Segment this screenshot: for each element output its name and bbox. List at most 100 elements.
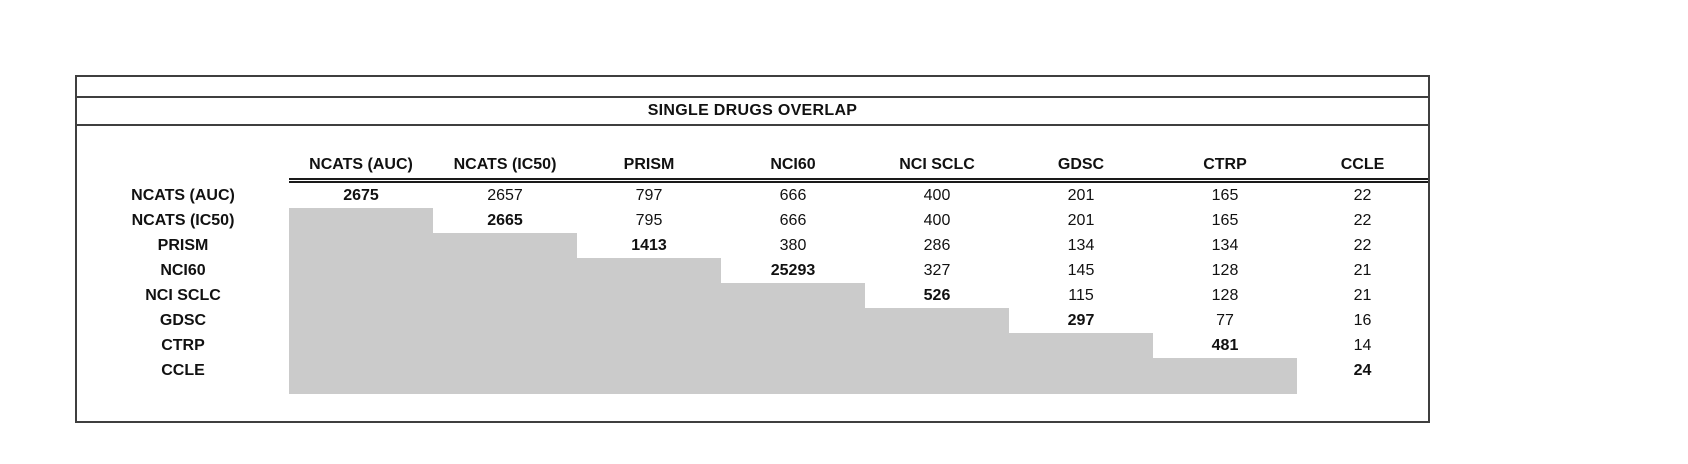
column-header-ncats-auc: NCATS (AUC) bbox=[289, 152, 433, 183]
matrix-cell-ncats-auc-ctrp: 165 bbox=[1211, 187, 1239, 204]
row-label-ncats-auc: NCATS (AUC) bbox=[131, 187, 235, 204]
row-label-prism: PRISM bbox=[157, 237, 209, 254]
matrix-row-nci-sclc: NCI SCLC 526 115 128 21 bbox=[77, 283, 1428, 308]
row-label-gdsc: GDSC bbox=[159, 312, 207, 329]
matrix-cell-ncats-ic50-ccle: 22 bbox=[1353, 212, 1372, 229]
matrix-cell-ctrp-prism bbox=[577, 333, 721, 358]
matrix-cell-gdsc-ctrp: 77 bbox=[1216, 312, 1234, 329]
matrix-cell-nci60-nci60: 25293 bbox=[770, 262, 816, 279]
matrix-cell-gdsc-ncats-auc bbox=[289, 308, 433, 333]
filler-cell-nci60 bbox=[721, 383, 865, 394]
matrix-cell-prism-prism: 1413 bbox=[631, 237, 667, 254]
row-label-nci-sclc: NCI SCLC bbox=[145, 287, 221, 304]
matrix-cell-ncats-ic50-gdsc: 201 bbox=[1067, 212, 1095, 229]
matrix-row-ctrp: CTRP 481 14 bbox=[77, 333, 1428, 358]
matrix-cell-ccle-nci-sclc bbox=[865, 358, 1009, 383]
matrix-cell-nci60-nci-sclc: 327 bbox=[923, 262, 951, 279]
matrix-row-nci60: NCI60 25293 327 145 128 21 bbox=[77, 258, 1428, 283]
row-label-nci60: NCI60 bbox=[160, 262, 206, 279]
filler-cell-ccle bbox=[1297, 383, 1428, 394]
matrix-cell-nci60-prism bbox=[577, 258, 721, 283]
matrix-cell-nci-sclc-ncats-auc bbox=[289, 283, 433, 308]
table-title: SINGLE DRUGS OVERLAP bbox=[77, 98, 1428, 126]
matrix-cell-ctrp-nci60 bbox=[721, 333, 865, 358]
matrix-cell-ncats-auc-nci-sclc: 400 bbox=[923, 187, 951, 204]
matrix-cell-nci-sclc-nci-sclc: 526 bbox=[923, 287, 951, 304]
matrix-row-gdsc: GDSC 297 77 16 bbox=[77, 308, 1428, 333]
column-header-ctrp: CTRP bbox=[1153, 152, 1297, 183]
row-label-ctrp: CTRP bbox=[161, 337, 205, 354]
column-header-ccle: CCLE bbox=[1297, 152, 1428, 183]
matrix-cell-ccle-prism bbox=[577, 358, 721, 383]
matrix-row-ccle: CCLE 24 bbox=[77, 358, 1428, 383]
matrix-cell-ncats-ic50-ncats-auc bbox=[289, 208, 433, 233]
matrix-cell-ncats-ic50-nci-sclc: 400 bbox=[923, 212, 951, 229]
matrix-cell-ctrp-ctrp: 481 bbox=[1211, 337, 1239, 354]
matrix-cell-gdsc-ccle: 16 bbox=[1353, 312, 1372, 329]
matrix-cell-prism-ctrp: 134 bbox=[1211, 237, 1239, 254]
matrix-cell-ncats-auc-ncats-ic50: 2657 bbox=[487, 187, 523, 204]
matrix-cell-gdsc-nci60 bbox=[721, 308, 865, 333]
matrix-cell-prism-ccle: 22 bbox=[1353, 237, 1372, 254]
matrix-cell-ncats-ic50-ncats-ic50: 2665 bbox=[487, 212, 523, 229]
matrix-cell-gdsc-prism bbox=[577, 308, 721, 333]
filler-label-cell bbox=[77, 383, 289, 394]
matrix-cell-ccle-ncats-auc bbox=[289, 358, 433, 383]
matrix-cell-gdsc-nci-sclc bbox=[865, 308, 1009, 333]
matrix-cell-ncats-ic50-prism: 795 bbox=[635, 212, 663, 229]
column-header-ncats-ic50: NCATS (IC50) bbox=[433, 152, 577, 183]
matrix-cell-ncats-ic50-ctrp: 165 bbox=[1211, 212, 1239, 229]
matrix-cell-prism-gdsc: 134 bbox=[1067, 237, 1095, 254]
matrix-cell-nci-sclc-prism bbox=[577, 283, 721, 308]
pre-header-spacer bbox=[77, 126, 1428, 152]
matrix-cell-ctrp-ccle: 14 bbox=[1353, 337, 1372, 354]
header-corner-cell bbox=[77, 152, 289, 178]
matrix-cell-nci-sclc-ncats-ic50 bbox=[433, 283, 577, 308]
matrix-cell-gdsc-gdsc: 297 bbox=[1067, 312, 1095, 329]
filler-cell-ncats-ic50 bbox=[433, 383, 577, 394]
matrix-cell-ncats-auc-ccle: 22 bbox=[1353, 187, 1372, 204]
matrix-cell-prism-ncats-auc bbox=[289, 233, 433, 258]
filler-cell-ctrp bbox=[1153, 383, 1297, 394]
matrix-cell-prism-nci-sclc: 286 bbox=[923, 237, 951, 254]
matrix-cell-ccle-ctrp bbox=[1153, 358, 1297, 383]
matrix-cell-ncats-auc-prism: 797 bbox=[635, 187, 663, 204]
matrix-row-ncats-auc: NCATS (AUC) 2675 2657 797 666 400 201 165 22 bbox=[77, 183, 1428, 208]
filler-cell-prism bbox=[577, 383, 721, 394]
matrix-cell-ctrp-nci-sclc bbox=[865, 333, 1009, 358]
matrix-cell-nci60-gdsc: 145 bbox=[1067, 262, 1095, 279]
column-header-prism: PRISM bbox=[577, 152, 721, 183]
matrix-cell-ncats-auc-ncats-auc: 2675 bbox=[343, 187, 379, 204]
matrix-cell-ctrp-ncats-auc bbox=[289, 333, 433, 358]
filler-cell-gdsc bbox=[1009, 383, 1153, 394]
matrix-cell-ccle-gdsc bbox=[1009, 358, 1153, 383]
overlap-matrix: NCATS (AUC) NCATS (IC50) PRISM NCI60 NCI SCL… bbox=[77, 152, 1428, 394]
matrix-cell-ctrp-gdsc bbox=[1009, 333, 1153, 358]
matrix-header-row: NCATS (AUC) NCATS (IC50) PRISM NCI60 NCI SCL… bbox=[77, 152, 1428, 183]
matrix-cell-nci-sclc-gdsc: 115 bbox=[1068, 287, 1094, 304]
matrix-cell-ncats-ic50-nci60: 666 bbox=[779, 212, 807, 229]
table-top-strip bbox=[77, 77, 1428, 98]
matrix-cell-ncats-auc-nci60: 666 bbox=[779, 187, 807, 204]
filler-cell-nci-sclc bbox=[865, 383, 1009, 394]
matrix-cell-ccle-nci60 bbox=[721, 358, 865, 383]
column-header-nci60: NCI60 bbox=[721, 152, 865, 183]
matrix-cell-nci-sclc-nci60 bbox=[721, 283, 865, 308]
row-label-ccle: CCLE bbox=[161, 362, 205, 379]
column-header-gdsc: GDSC bbox=[1009, 152, 1153, 183]
matrix-cell-nci60-ncats-ic50 bbox=[433, 258, 577, 283]
matrix-cell-ctrp-ncats-ic50 bbox=[433, 333, 577, 358]
matrix-filler-row bbox=[77, 383, 1428, 394]
filler-cell-ncats-auc bbox=[289, 383, 433, 394]
matrix-cell-nci-sclc-ctrp: 128 bbox=[1211, 287, 1239, 304]
matrix-cell-nci60-ccle: 21 bbox=[1353, 262, 1372, 279]
column-header-nci-sclc: NCI SCLC bbox=[865, 152, 1009, 183]
overlap-table: SINGLE DRUGS OVERLAP NCATS (AUC) NCATS (I… bbox=[75, 75, 1430, 423]
matrix-cell-nci60-ctrp: 128 bbox=[1211, 262, 1239, 279]
matrix-cell-nci60-ncats-auc bbox=[289, 258, 433, 283]
matrix-cell-ncats-auc-gdsc: 201 bbox=[1067, 187, 1095, 204]
matrix-cell-ccle-ncats-ic50 bbox=[433, 358, 577, 383]
matrix-row-ncats-ic50: NCATS (IC50) 2665 795 666 400 201 165 22 bbox=[77, 208, 1428, 233]
matrix-cell-prism-nci60: 380 bbox=[779, 237, 807, 254]
